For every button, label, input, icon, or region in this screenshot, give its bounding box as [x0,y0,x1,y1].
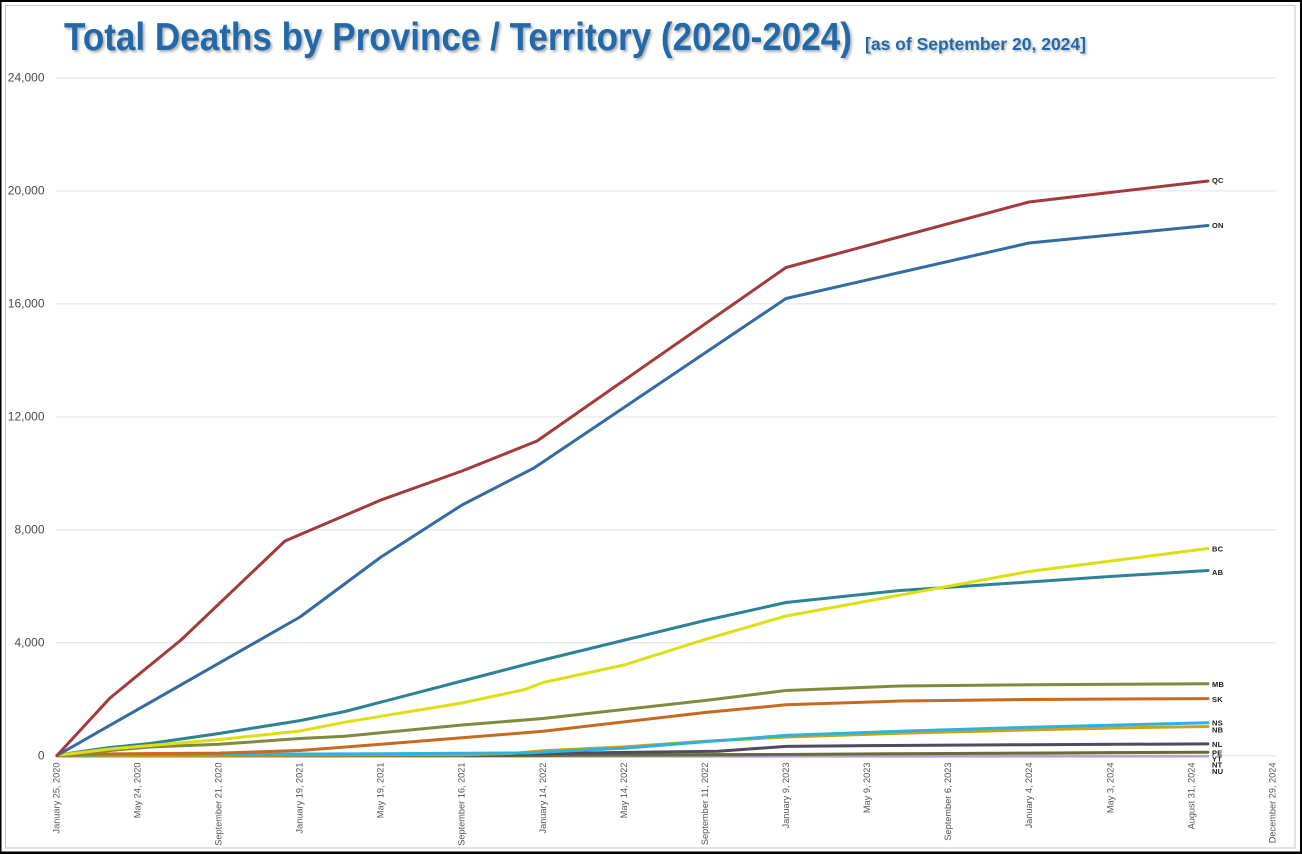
svg-text:May 19, 2021: May 19, 2021 [376,763,386,819]
svg-text:December 29, 2024: December 29, 2024 [1268,763,1278,844]
svg-text:January 4, 2024: January 4, 2024 [1024,763,1034,829]
svg-text:May 9, 2023: May 9, 2023 [862,763,872,814]
svg-text:ON: ON [1212,221,1224,230]
svg-text:16,000: 16,000 [8,297,45,311]
svg-text:24,000: 24,000 [8,71,45,85]
svg-text:NT: NT [1212,761,1223,770]
svg-text:September 11, 2022: September 11, 2022 [700,763,710,846]
svg-text:8,000: 8,000 [14,523,44,537]
svg-text:August 31, 2024: August 31, 2024 [1186,763,1196,830]
svg-text:September 16, 2021: September 16, 2021 [457,763,467,846]
svg-text:QC: QC [1212,176,1224,185]
svg-text:20,000: 20,000 [8,184,45,198]
svg-text:BC: BC [1212,545,1224,554]
svg-text:Total Deaths by Province / Ter: Total Deaths by Province / Territory (20… [64,16,852,59]
svg-text:September 6, 2023: September 6, 2023 [943,763,953,841]
svg-text:May 24, 2020: May 24, 2020 [133,763,143,819]
svg-text:SK: SK [1212,695,1223,704]
svg-text:NL: NL [1212,740,1223,749]
svg-text:January 14, 2022: January 14, 2022 [538,763,548,834]
svg-text:May 14, 2022: May 14, 2022 [619,763,629,819]
svg-text:12,000: 12,000 [8,410,45,424]
svg-text:January 19, 2021: January 19, 2021 [295,763,305,834]
svg-text:MB: MB [1212,680,1224,689]
svg-text:January 25, 2020: January 25, 2020 [51,763,61,834]
svg-text:4,000: 4,000 [14,635,44,649]
svg-text:YT: YT [1212,754,1222,763]
svg-text:NU: NU [1212,767,1223,776]
svg-text:PE: PE [1212,749,1222,758]
svg-text:September 21, 2020: September 21, 2020 [214,763,224,846]
svg-text:[as of September 20, 2024]: [as of September 20, 2024] [865,34,1086,54]
svg-text:NS: NS [1212,719,1223,728]
svg-text:0: 0 [38,748,45,762]
svg-text:NB: NB [1212,726,1224,735]
svg-text:January 9, 2023: January 9, 2023 [781,763,791,829]
svg-text:AB: AB [1212,568,1224,577]
svg-text:May 3, 2024: May 3, 2024 [1105,763,1115,814]
